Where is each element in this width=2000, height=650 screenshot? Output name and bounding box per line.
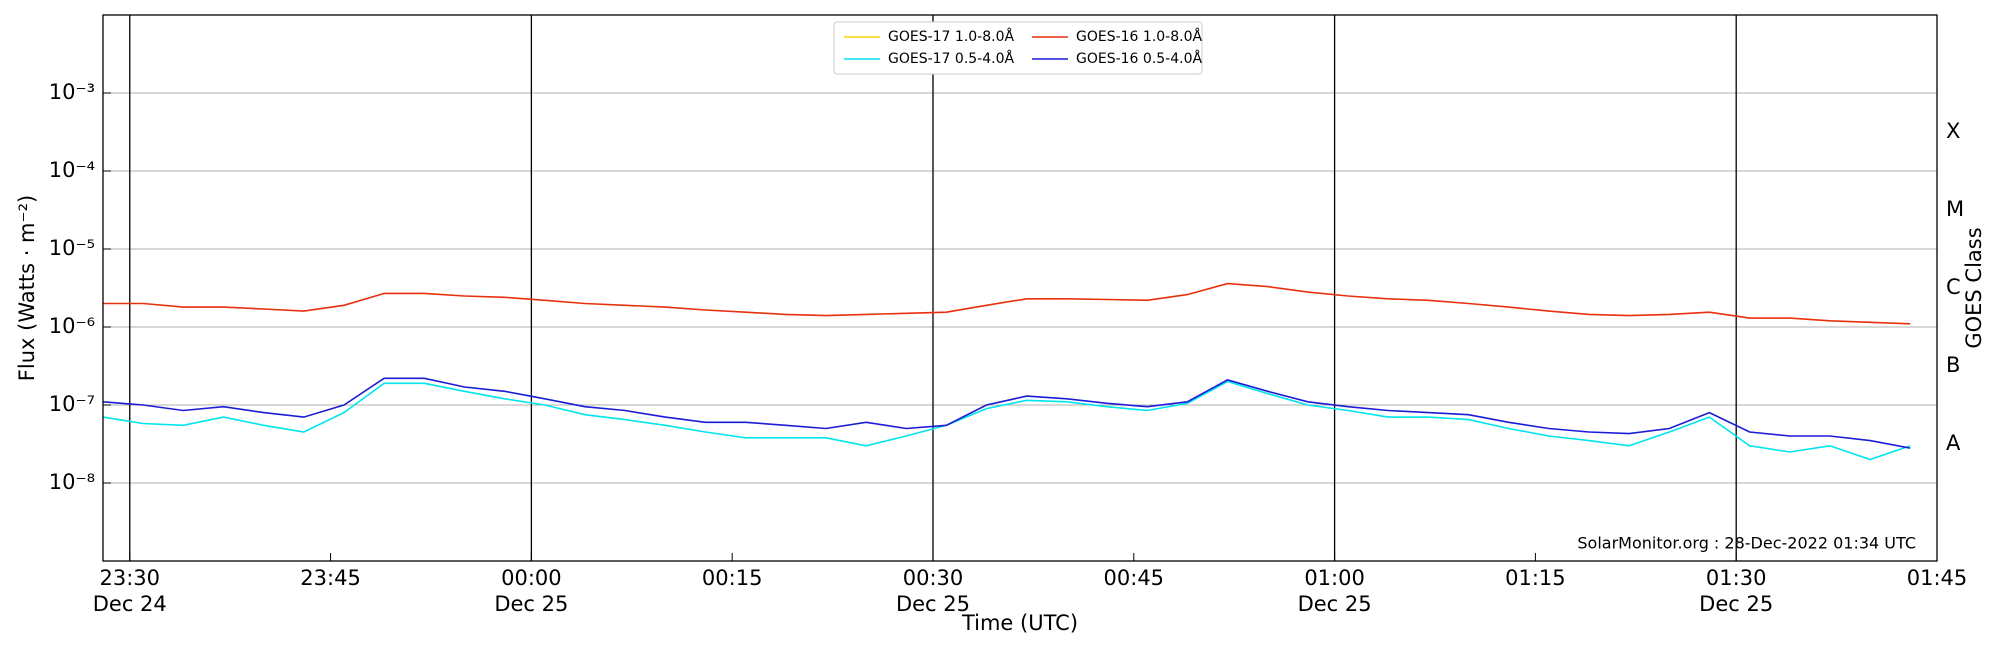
x-tick-label: 01:45 [1907, 566, 1968, 590]
footer: SolarMonitor.org : 28-Dec-2022 01:34 UTC [1577, 534, 1916, 553]
y2-tick-label: C [1946, 275, 1961, 299]
x-tick-label: 01:30 [1706, 566, 1767, 590]
y2-axis-label: GOES Class [1962, 227, 1986, 348]
x-tick-label: 01:00 [1304, 566, 1365, 590]
x-axis-label: Time (UTC) [961, 611, 1078, 635]
series-line [103, 282, 1911, 325]
x-tick-label: 01:15 [1505, 566, 1566, 590]
y-tick-label: 10⁻⁴ [49, 158, 95, 182]
legend-label: GOES-17 1.0-8.0Å [888, 28, 1014, 45]
y-tick-label: 10⁻⁵ [49, 236, 95, 260]
legend-label: GOES-17 0.5-4.0Å [888, 50, 1014, 67]
y2-tick-label: X [1946, 119, 1960, 143]
y-tick-label: 10⁻³ [49, 80, 95, 104]
y2-tick-label: A [1946, 431, 1961, 455]
x-tick-label: Dec 24 [93, 592, 167, 616]
y-axis-label: Flux (Watts · m⁻²) [15, 195, 39, 381]
x-tick-label: Dec 25 [494, 592, 568, 616]
series-line [102, 377, 1911, 449]
legend-box [833, 21, 1203, 75]
x-tick-label: Dec 25 [1298, 592, 1372, 616]
y2-tick-label: M [1946, 197, 1964, 221]
legend-label: GOES-16 1.0-8.0Å [1076, 28, 1202, 45]
series-line [102, 380, 1911, 461]
x-tick-label: Dec 25 [896, 592, 970, 616]
x-tick-label: 00:15 [702, 566, 763, 590]
x-tick-label: 00:00 [501, 566, 562, 590]
y-tick-label: 10⁻⁷ [49, 392, 95, 416]
plot-frame [102, 14, 1938, 562]
x-tick-label: 00:45 [1104, 566, 1165, 590]
legend-label: GOES-16 0.5-4.0Å [1076, 50, 1202, 67]
x-tick-label: 23:30 [100, 566, 161, 590]
x-tick-label: Dec 25 [1699, 592, 1773, 616]
x-tick-label: 00:30 [903, 566, 964, 590]
y-tick-label: 10⁻⁸ [49, 470, 95, 494]
y-tick-label: 10⁻⁶ [49, 314, 95, 338]
x-tick-label: 23:45 [300, 566, 361, 590]
y2-tick-label: B [1946, 353, 1960, 377]
